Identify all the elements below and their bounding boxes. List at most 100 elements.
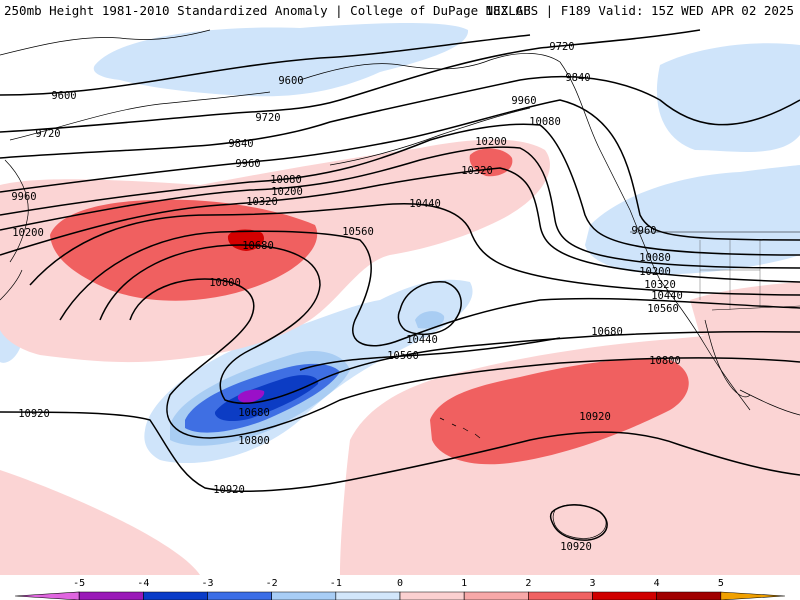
anomaly-map: 9600 9600 9720 9720 9720 9840 9840 9960 … [0,22,800,575]
contour-10560 [59,230,800,347]
contour-label: 10560 [387,350,419,362]
coastline-alaska [299,53,631,211]
negative-anomaly-gulf-alaska [656,43,800,152]
colorbar-cells [14,591,786,600]
contour-label: 10200 [271,186,303,198]
contour-10560-inner [299,337,561,371]
colorbar-cell [207,591,272,600]
contour-label: 10680 [238,407,270,419]
colorbar-cell [592,591,657,600]
colorbar-cell [271,591,337,600]
contour-label: 10200 [475,136,507,148]
contour-label: 10440 [651,290,683,302]
contour-9720 [0,29,701,133]
contour-10200 [0,146,800,269]
contour-label: 10080 [529,116,561,128]
colorbar-tick-label: -1 [330,578,342,589]
colorbar-tick-label: -2 [266,578,278,589]
colorbar-tick-label: -3 [201,578,213,589]
contour-9960 [0,99,800,241]
colorbar-cell [656,591,722,600]
contour-labels: 9600 9600 9720 9720 9720 9840 9840 9960 … [11,41,682,553]
negative-anomaly-small-2 [415,311,445,329]
colorbar-cell [463,591,529,600]
contour-label: 10800 [649,355,681,367]
contour-label: 9960 [235,158,260,170]
colorbar-tick-label: 5 [718,578,724,589]
coastline-aleutians [329,107,531,166]
contour-label: 10080 [270,174,302,186]
contour-10080 [0,123,800,256]
colorbar-cell [143,591,208,600]
contour-label: 10080 [639,252,671,264]
colorbar-tick-label: -4 [137,578,149,589]
contour-label: 10680 [242,240,274,252]
coastline-japan [0,269,23,301]
colorbar-cell [399,591,465,600]
positive-anomaly-east [690,282,800,338]
contour-label: 9960 [511,95,536,107]
coastline-mexico [739,389,800,416]
contour-10320 [0,167,800,283]
contour-label: 9840 [228,138,253,150]
contour-label: 10320 [461,165,493,177]
negative-anomaly-core-4 [215,375,319,422]
colorbar-tick-label: 0 [397,578,403,589]
state-borders [699,240,761,310]
contour-label: 10320 [246,196,278,208]
contour-label: 9720 [549,41,574,53]
colorbar-tick-label: 1 [461,578,467,589]
coastline-kamchatka [4,159,29,263]
contour-label: 10560 [342,226,374,238]
negative-anomaly-core-5 [237,389,265,403]
hawaii-islands [439,417,481,439]
contour-label: 10440 [406,334,438,346]
contour-label: 9720 [35,128,60,140]
header-bar: 250mb Height 1981-2010 Standardized Anom… [0,0,800,22]
contour-label: 9600 [278,75,303,87]
colorbar-tick-label: 4 [654,578,660,589]
contour-label: 10800 [238,435,270,447]
contour-label: 10920 [560,541,592,553]
contour-label: 9840 [565,72,590,84]
positive-anomaly-southwest [0,470,200,575]
contour-label: 10920 [579,411,611,423]
colorbar-cell [335,591,401,600]
contour-label: 9960 [631,225,656,237]
colorbar-cell [720,591,786,600]
contour-10800 [129,278,800,439]
model-valid-time: 18Z GFS | F189 Valid: 15Z WED APR 02 202… [485,3,794,18]
contour-9600 [0,34,531,96]
contour-label: 10680 [591,326,623,338]
contour-label: 10320 [644,279,676,291]
colorbar-cell [528,591,593,600]
coastline-northwest [0,29,211,56]
contour-10920-south [549,504,608,541]
colorbar-cell [14,591,80,600]
colorbar-tick-label: -5 [73,578,85,589]
contour-label: 10440 [409,198,441,210]
contour-label: 10200 [12,227,44,239]
contour-label: 9600 [51,90,76,102]
negative-anomaly-bering [93,23,469,97]
positive-anomaly-kamchatka-2 [50,199,318,301]
contour-9840 [0,75,800,159]
contour-label: 10800 [209,277,241,289]
contour-label: 9720 [255,112,280,124]
coastline-baja [704,319,751,398]
colorbar-cell [78,591,144,600]
colorbar-tick-label: 2 [525,578,531,589]
contour-label: 9960 [11,191,36,203]
colorbar-ticks: -5 -4 -3 -2 -1 0 1 2 3 4 5 [73,578,724,589]
positive-anomaly-alaska-small [469,148,513,177]
contour-label: 10920 [18,408,50,420]
map-title: 250mb Height 1981-2010 Standardized Anom… [4,3,531,18]
positive-anomaly-hawaii-2 [430,358,689,465]
contour-10680 [99,244,800,404]
height-contours [0,29,800,541]
colorbar-legend: -5 -4 -3 -2 -1 0 1 2 3 4 5 [0,575,800,600]
colorbar-tick-label: 3 [589,578,595,589]
contour-10440 [29,202,800,296]
contour-10920 [0,411,800,493]
contour-label: 10920 [213,484,245,496]
